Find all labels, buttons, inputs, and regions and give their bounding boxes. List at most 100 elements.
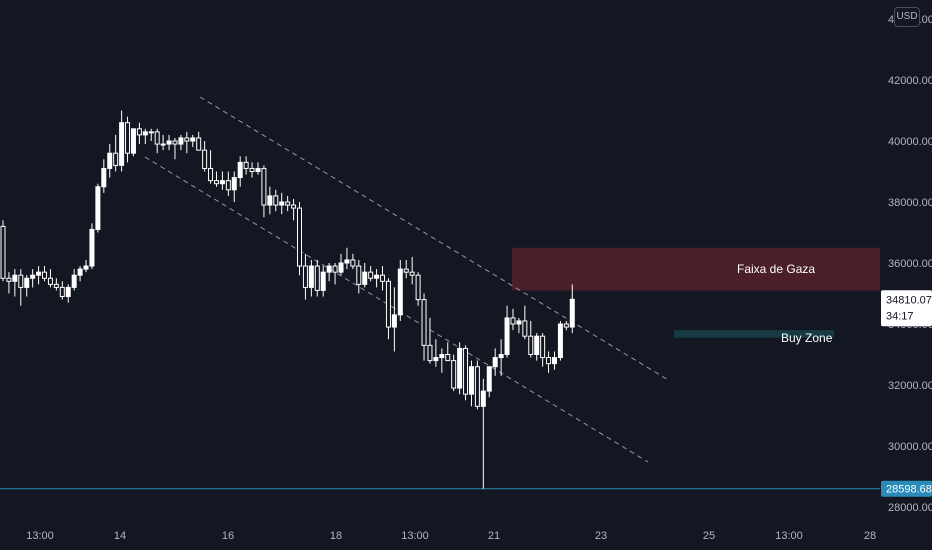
zone-buy: [674, 330, 834, 338]
candle-body: [551, 357, 557, 365]
candle-body: [480, 390, 486, 407]
candle-body: [243, 161, 249, 169]
current-price-value: 34810.07: [886, 294, 932, 306]
candle-body: [415, 274, 421, 301]
candle-body: [71, 274, 77, 288]
candle-body: [202, 149, 208, 169]
candle-body: [439, 354, 445, 359]
candle-body: [314, 265, 320, 291]
y-tick-label: 36000.00: [888, 258, 932, 270]
candle-body: [350, 259, 356, 267]
candle-body: [279, 201, 285, 206]
candle-body: [451, 360, 457, 389]
candle-body: [498, 354, 504, 359]
candle-body: [534, 335, 540, 356]
candle-body: [332, 265, 338, 273]
candle-body: [148, 131, 154, 134]
candle-body: [474, 366, 480, 407]
candle-body: [403, 268, 409, 273]
zone-faixa-de-gaza-label: Faixa de Gaza: [737, 262, 815, 276]
y-tick-label: 28000.00: [888, 502, 932, 514]
y-tick-label: 40000.00: [888, 136, 932, 148]
candle-body: [463, 347, 469, 395]
candle-body: [510, 317, 516, 325]
candle-body: [113, 152, 119, 166]
candle-body: [0, 225, 6, 279]
channel-layer: [144, 96, 671, 463]
y-axis: 44000.0042000.0040000.0038000.0036000.00…: [888, 14, 932, 514]
candle-body: [528, 335, 534, 356]
x-tick-label: 14: [114, 530, 126, 542]
candle-body: [522, 320, 528, 337]
x-axis: 13:00 14 16 18 13:00 21 23 25 13:00 28: [26, 530, 876, 542]
candle-body: [65, 286, 71, 298]
candle-body: [557, 323, 563, 359]
candle-body: [427, 344, 433, 362]
candle-body: [125, 122, 131, 154]
candle-body: [409, 271, 415, 276]
y-tick-label: 30000.00: [888, 441, 932, 453]
x-tick-label: 16: [222, 530, 234, 542]
candle-body: [190, 137, 196, 142]
candle-body: [516, 320, 522, 325]
candle-body: [172, 140, 178, 145]
candle-body: [89, 228, 95, 267]
candle-body: [338, 262, 344, 273]
zones-layer: Faixa de Gaza Buy Zone: [512, 247, 880, 345]
candle-body: [445, 354, 451, 362]
candle-body: [213, 180, 219, 185]
candle-body: [59, 286, 65, 298]
current-price-tag: [881, 290, 932, 327]
candle-body: [302, 265, 308, 288]
candle-body: [273, 195, 279, 206]
candle-body: [385, 280, 391, 328]
candle-body: [36, 271, 42, 276]
candle-body: [391, 314, 397, 328]
candle-body: [142, 131, 148, 136]
candle-body: [546, 357, 552, 365]
candle-body: [130, 128, 136, 154]
candle-body: [6, 277, 12, 282]
candle-body: [308, 265, 314, 288]
x-tick-label: 13:00: [26, 530, 54, 542]
x-tick-label: 21: [488, 530, 500, 542]
candle-body: [255, 167, 261, 172]
y-tick-label: 42000.00: [888, 75, 932, 87]
current-price-countdown: 34:17: [886, 310, 914, 322]
candle-body: [326, 265, 332, 273]
candle-body: [53, 283, 59, 288]
y-tick-label: 32000.00: [888, 380, 932, 392]
candle-body: [77, 268, 83, 276]
candle-body: [219, 180, 225, 185]
candle-body: [83, 265, 89, 270]
candle-body: [563, 323, 569, 328]
candle-body: [237, 161, 243, 179]
candle-body: [285, 201, 291, 206]
candle-body: [184, 137, 190, 142]
x-tick-label: 25: [703, 530, 715, 542]
x-tick-label: 13:00: [401, 530, 429, 542]
candle-body: [468, 366, 474, 395]
x-tick-label: 18: [330, 530, 342, 542]
horizontal-line-price-value: 28598.68: [886, 484, 932, 496]
candle-body: [433, 357, 439, 362]
candle-body: [421, 299, 427, 346]
candle-body: [320, 271, 326, 291]
candle-body: [154, 131, 160, 145]
candle-body: [107, 152, 113, 169]
candle-body: [249, 167, 255, 172]
candle-body: [374, 274, 380, 279]
candle-body: [30, 274, 36, 279]
candle-body: [356, 265, 362, 285]
channel-lower-line[interactable]: [144, 156, 649, 463]
currency-button[interactable]: USD: [894, 7, 920, 27]
candle-body: [486, 366, 492, 392]
candle-body: [24, 277, 30, 288]
price-tags: 34810.07 34:17 28598.68: [881, 290, 932, 497]
channel-upper-line[interactable]: [199, 96, 671, 382]
zone-faixa-de-gaza: [512, 247, 880, 291]
x-tick-label: 13:00: [775, 530, 803, 542]
y-tick-label: 38000.00: [888, 197, 932, 209]
candle-body: [225, 180, 231, 191]
